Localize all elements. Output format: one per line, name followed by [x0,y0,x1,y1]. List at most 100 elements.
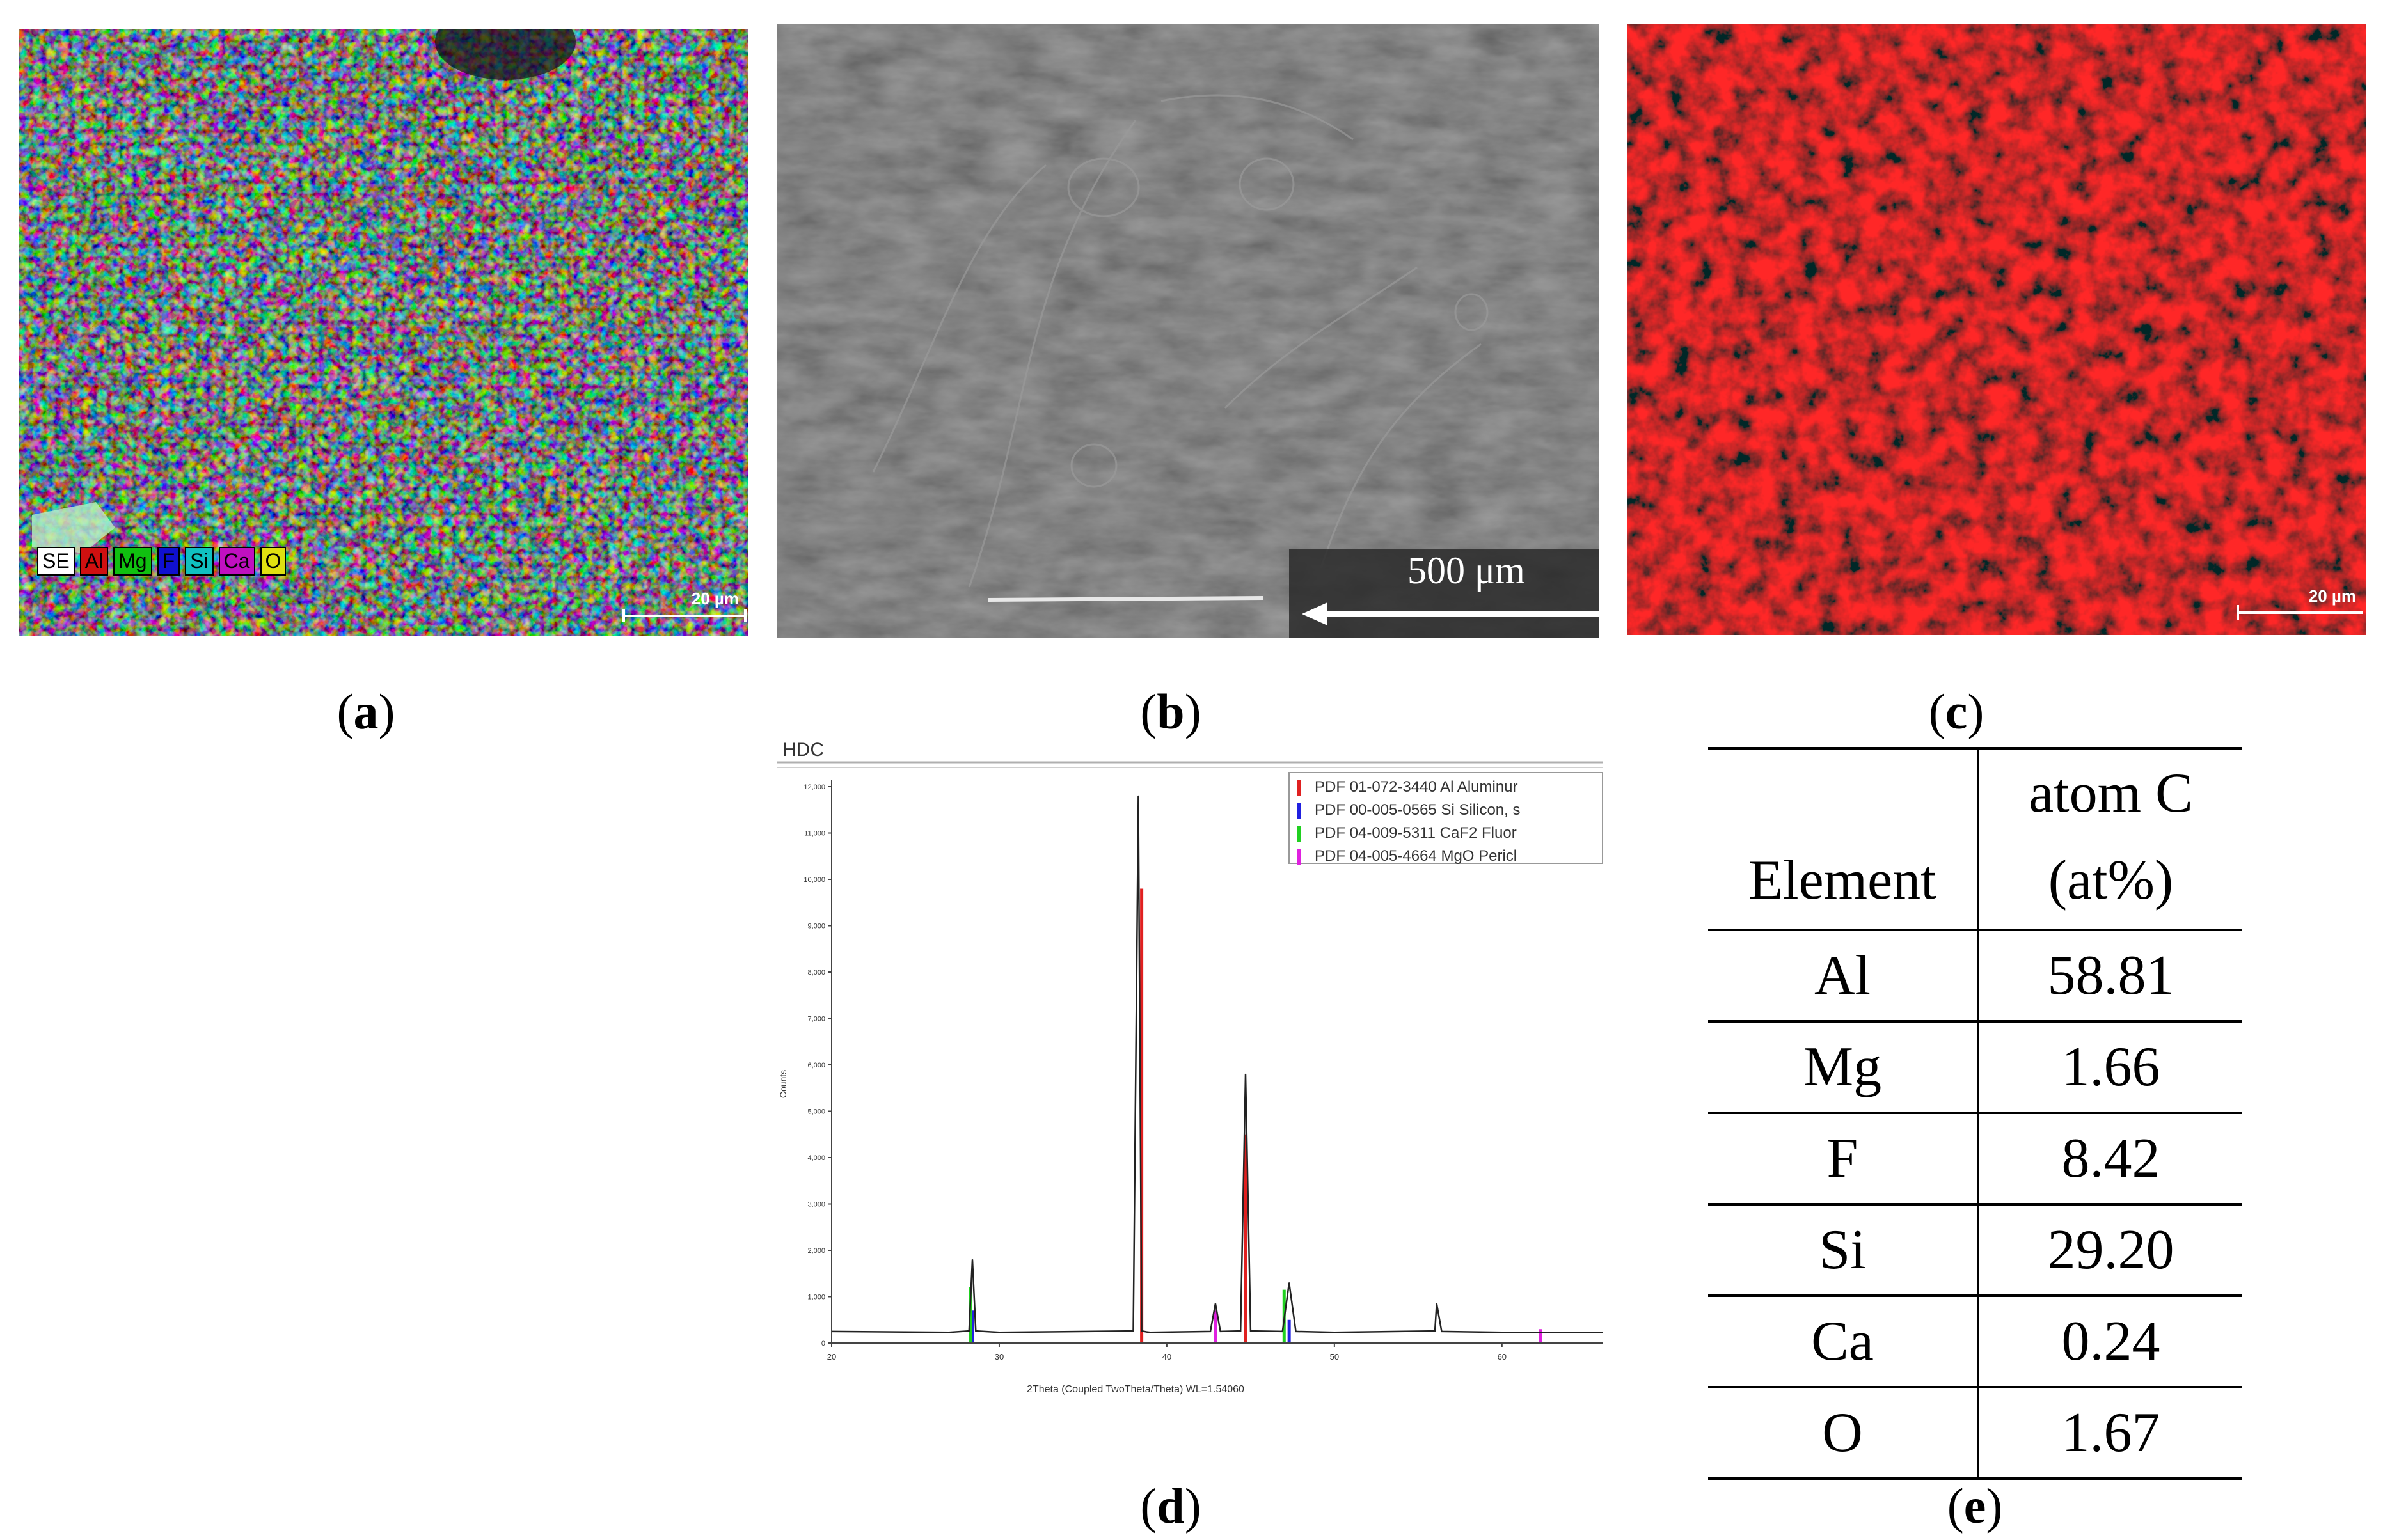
y-tick-label: 3,000 [807,1201,825,1209]
legend-entry: PDF 04-005-4664 MgO Pericl [1315,847,1517,865]
scale-bar-label: 20 µm [692,589,739,608]
element-legend: SE Al Mg F Si Ca O [37,547,287,576]
eds-red-image: 20 µm [1627,24,2366,635]
legend-entry: PDF 04-009-5311 CaF2 Fluor [1315,824,1517,842]
y-axis-label: Counts [778,1070,788,1098]
table-row: Ca 0.24 [1708,1295,2242,1387]
xrd-chart: HDC Counts 2Theta (Coupled TwoTheta/Thet… [777,735,1603,1413]
caption-a: (a) [336,684,395,739]
chart-legend [1288,772,1603,864]
table-row: Si 29.20 [1708,1204,2242,1296]
cell-value: 58.81 [2047,944,2174,1007]
legend-swatch-ca: Ca [218,547,255,576]
caption-e: (e) [1947,1478,2003,1534]
pattern-point [1146,1331,1148,1333]
legend-swatch-mg: Mg [113,547,152,576]
table-row: F 8.42 [1708,1112,2242,1204]
pattern-point [1219,1331,1221,1332]
legend-swatch-o: O [260,547,287,576]
legend-swatch-f: F [157,547,180,576]
element-composition-table: Element atom C (at%) Al 58.81 Mg 1.66 F 8.42 Si… [1708,747,2242,1480]
y-tick-label: 10,000 [804,876,825,884]
header-atom-c-line2: (at%) [2048,849,2174,912]
table-row: Mg 1.66 [1708,1021,2242,1113]
pattern-point [1141,1330,1143,1332]
legend-color-mark [1297,826,1301,842]
pattern-point [1281,1331,1283,1332]
pattern-point [1240,1330,1241,1332]
caption-d: (d) [1140,1478,1201,1534]
pattern-point [1137,795,1139,797]
x-tick-label: 50 [1330,1352,1339,1362]
x-tick-label: 20 [827,1352,836,1362]
y-tick-label: 9,000 [807,923,825,931]
pattern-point [1210,1331,1211,1332]
pattern-point [1441,1331,1443,1332]
x-tick-label: 60 [1498,1352,1507,1362]
y-tick-label: 7,000 [807,1016,825,1023]
pattern-point [1602,1332,1603,1333]
pattern-point [1132,1330,1134,1332]
cell-value: 29.20 [2047,1218,2174,1281]
pattern-point [948,1332,950,1333]
cell-value: 8.42 [2061,1127,2160,1190]
pattern-point [1434,1330,1436,1332]
xrd-chart-svg: HDC Counts 2Theta (Coupled TwoTheta/Thet… [777,739,1603,1395]
pattern-point [1245,1073,1246,1075]
pattern-point [1288,1282,1290,1284]
x-tick-label: 40 [1162,1352,1171,1362]
x-axis-label: 2Theta (Coupled TwoTheta/Theta) WL=1.540… [1027,1384,1244,1395]
pattern-point [1436,1303,1437,1305]
legend-color-mark [1297,849,1301,865]
cell-value: 1.66 [2061,1035,2160,1098]
pattern-point [1149,1332,1151,1333]
y-tick-label: 12,000 [804,783,825,791]
cell-element: O [1708,1387,1979,1479]
eds-element-map: 20 µm [1627,24,2366,635]
x-tick-label: 30 [995,1352,1004,1362]
legend-color-mark [1297,780,1301,796]
cell-element: Al [1708,929,1979,1021]
pattern-point [975,1330,977,1332]
y-tick-label: 1,000 [807,1294,825,1301]
caption-c: (c) [1928,684,1984,739]
pattern-point [999,1332,1000,1333]
legend-swatch-si: Si [185,547,214,576]
pattern-point [1215,1303,1216,1305]
legend-color-mark [1297,803,1301,819]
pattern-point [972,1259,973,1261]
sem-texture [777,24,1599,638]
cell-element: Ca [1708,1295,1979,1387]
table-row: O 1.67 [1708,1387,2242,1479]
table-row: Al 58.81 [1708,929,2242,1021]
y-tick-label: 2,000 [807,1247,825,1255]
header-atom-c-line1: atom C [2029,762,2193,824]
y-tick-label: 6,000 [807,1062,825,1069]
cell-element: Mg [1708,1021,1979,1113]
y-tick-label: 4,000 [807,1154,825,1162]
table-header-row: Element atom C (at%) [1708,748,2242,930]
pattern-point [1250,1330,1251,1332]
scale-bar-label: 500 μm [1407,549,1525,592]
pattern-point [1295,1331,1297,1332]
legend-entry: PDF 00-005-0565 Si Silicon, s [1315,801,1521,819]
cell-value: 1.67 [2061,1401,2160,1464]
eds-overlay-image: 20 µm [19,29,748,636]
cell-element: Si [1708,1204,1979,1296]
y-tick-label: 11,000 [804,830,825,838]
chart-title: HDC [782,739,824,760]
cell-value: 0.24 [2061,1310,2160,1372]
legend-swatch-se: SE [37,547,75,576]
pattern-point [969,1330,970,1332]
y-tick-label: 8,000 [807,969,825,977]
header-atom-c: atom C (at%) [1978,749,2242,930]
y-tick-label: 0 [821,1340,825,1348]
scale-bar-label: 20 µm [2309,586,2356,606]
pattern-point [1334,1332,1335,1333]
pattern-point [1501,1332,1503,1333]
sem-image: 500 μm [777,24,1599,638]
cell-element: F [1708,1112,1979,1204]
legend-entry: PDF 01-072-3440 Al Aluminur [1315,778,1518,796]
eds-overlay-map: 20 µm SE Al Mg F Si Ca O [19,29,748,636]
y-tick-label: 5,000 [807,1108,825,1116]
